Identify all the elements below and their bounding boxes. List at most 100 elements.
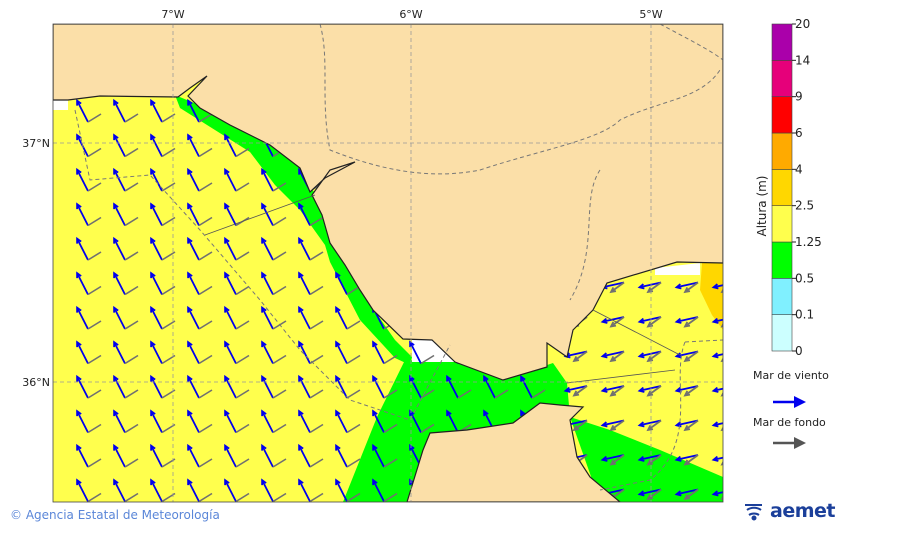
swell-arrow-icon — [272, 354, 287, 365]
swell-arrow-icon — [124, 492, 139, 502]
swell-arrow-icon — [87, 113, 102, 123]
swell-arrow-icon — [272, 492, 287, 502]
swell-arrow-icon — [198, 354, 213, 365]
wind-sea-arrow-icon — [298, 202, 311, 226]
wind-sea-arrow-icon — [335, 478, 348, 502]
swell-arrow-icon — [646, 454, 662, 466]
wind-sea-arrow-icon — [335, 340, 348, 364]
swell-arrow-icon — [124, 285, 139, 296]
wind-sea-arrow-icon — [224, 478, 237, 502]
swell-arrow-icon — [720, 253, 723, 259]
wind-sea-arrow-icon — [150, 340, 163, 364]
colorbar-segment — [771, 96, 793, 134]
swell-arrow-icon — [609, 350, 625, 363]
wind-sea-arrow-icon — [563, 385, 588, 393]
swell-arrow-icon — [420, 389, 435, 399]
wind-sea-arrow-icon — [113, 133, 126, 157]
wind-sea-arrow-icon — [335, 409, 348, 433]
wind-sea-arrow-icon — [113, 167, 126, 192]
swell-arrow-icon — [198, 147, 213, 158]
swell-arrow-icon — [87, 182, 102, 192]
swell-arrow-icon — [346, 285, 361, 296]
wind-sea-arrow-icon — [674, 454, 699, 462]
swell-arrow-icon — [272, 251, 287, 261]
swell-arrow-icon — [346, 389, 361, 399]
swell-arrow-icon — [272, 389, 287, 399]
wind-sea-arrow-icon — [187, 443, 200, 468]
wind-sea-arrow-icon — [150, 236, 163, 261]
wind-sea-arrow-icon — [298, 236, 311, 261]
land-africa — [406, 402, 621, 502]
swell-arrow-icon — [124, 113, 139, 123]
swell-arrow-icon — [87, 251, 102, 261]
wind-sea-arrow-icon — [298, 271, 311, 295]
credit-text: © Agencia Estatal de Meteorología — [10, 508, 220, 522]
swell-arrow-icon — [198, 216, 213, 227]
colorbar-tick-label: 6 — [795, 126, 803, 140]
swell-arrow-icon — [161, 216, 176, 227]
swell-arrow-icon — [609, 316, 625, 328]
wind-sea-arrow-icon — [150, 374, 163, 399]
green-zone-atlantic-coast — [175, 95, 412, 365]
wind-sea-arrow-icon — [113, 236, 126, 261]
wind-sea-arrow-icon — [261, 340, 274, 364]
wind-sea-legend-label: Mar de viento — [753, 369, 829, 382]
swell-legend-arrow-icon — [773, 437, 806, 449]
swell-arrow-icon — [309, 423, 324, 434]
swell-arrow-icon — [198, 458, 213, 468]
colorbar-segment — [771, 23, 793, 61]
colorbar-tick-label: 9 — [795, 90, 803, 104]
swell-arrow-icon — [198, 320, 213, 330]
wind-sea-arrow-icon — [224, 409, 237, 433]
wind-sea-arrow-icon — [113, 340, 126, 364]
swell-arrow-icon — [609, 454, 625, 466]
swell-arrow-icon — [235, 182, 250, 192]
wind-sea-arrow-icon — [150, 271, 163, 295]
wind-sea-arrow-icon — [674, 281, 699, 290]
swell-arrow-icon — [87, 492, 102, 502]
wind-sea-arrow-icon — [187, 305, 200, 330]
swell-arrow-icon — [235, 354, 250, 365]
swell-arrow-icon — [683, 316, 699, 328]
swell-arrow-icon — [235, 492, 250, 502]
wind-sea-arrow-icon — [224, 167, 237, 192]
wind-sea-arrow-icon — [76, 271, 89, 295]
wind-sea-arrow-icon — [335, 374, 348, 399]
swell-arrow-icon — [346, 423, 361, 434]
swell-arrow-icon — [161, 320, 176, 330]
swell-arrow-icon — [720, 391, 723, 397]
wind-sea-arrow-icon — [711, 283, 723, 290]
wind-sea-arrow-icon — [187, 98, 200, 123]
swell-arrow-icon — [720, 357, 723, 363]
colorbar: 0 0.1 0.5 1.25 2.5 4 6 9 14 20 — [771, 17, 822, 358]
swell-arrow-icon — [572, 419, 588, 432]
wind-sea-arrow-icon — [113, 409, 126, 433]
swell-arrow-icon — [309, 492, 324, 502]
wind-sea-arrow-icon — [187, 167, 200, 192]
swell-arrow-icon — [198, 285, 213, 296]
swell-arrow-icon — [683, 419, 699, 432]
wind-sea-arrow-icon — [298, 443, 311, 468]
wind-sea-arrow-icon — [76, 167, 89, 192]
maritime-lines — [204, 194, 681, 384]
wind-sea-arrow-icon — [637, 281, 662, 290]
wind-sea-arrow-icon — [409, 340, 422, 364]
swell-arrow-icon — [87, 389, 102, 399]
wind-sea-arrow-icon — [76, 443, 89, 468]
swell-arrow-icon — [646, 419, 662, 432]
swell-arrow-icon — [720, 495, 723, 501]
colorbar-tick-label: 0 — [795, 344, 803, 358]
swell-arrow-icon — [124, 423, 139, 434]
swell-arrow-icon — [309, 285, 324, 296]
swell-arrow-icon — [383, 389, 398, 399]
wind-sea-arrow-icon — [113, 271, 126, 295]
colorbar-segment — [771, 169, 793, 206]
wind-sea-arrow-icon — [711, 455, 723, 462]
wind-sea-arrow-icon — [187, 478, 200, 502]
swell-arrow-icon — [309, 216, 324, 227]
wind-sea-arrow-icon — [224, 443, 237, 468]
colorbar-tick-label: 2.5 — [795, 199, 814, 213]
wind-sea-arrow-icon — [261, 478, 274, 502]
wind-sea-arrow-icon — [76, 409, 89, 433]
wind-sea-arrow-icon — [520, 374, 533, 399]
